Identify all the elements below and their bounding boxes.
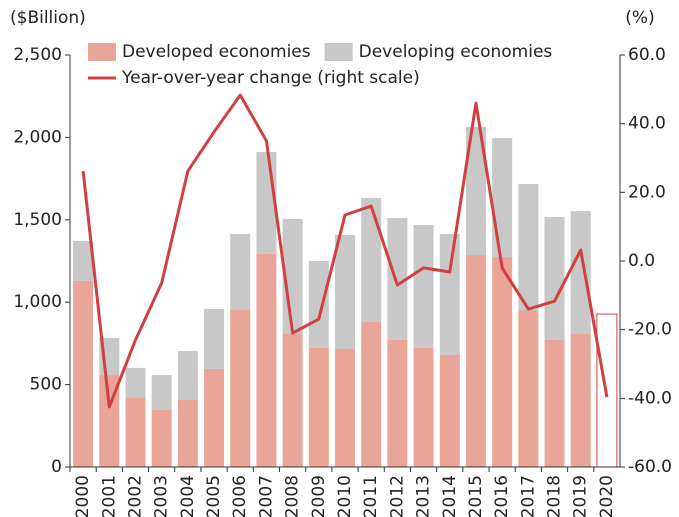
bar (308, 348, 329, 467)
bar (465, 255, 486, 467)
bar (230, 233, 251, 310)
y-tick-label: 1,000 (13, 292, 62, 312)
x-tick-label: 2010 (335, 475, 355, 517)
bar (492, 257, 513, 467)
bar (177, 350, 198, 400)
bar (570, 334, 591, 467)
y-tick-label: 0 (51, 457, 62, 477)
bar (125, 367, 146, 398)
x-tick-label: 2002 (125, 475, 145, 517)
line (81, 93, 609, 409)
y2-tick-label: 0.0 (628, 251, 655, 271)
bar (282, 334, 303, 467)
x-tick-label: 2001 (99, 475, 119, 517)
y2-axis-label: (%) (625, 8, 654, 28)
x-tick-label: 2005 (204, 475, 224, 517)
bar (204, 308, 225, 369)
bar (570, 211, 591, 335)
bar (177, 399, 198, 467)
y2-tick-label: 40.0 (628, 114, 666, 134)
x-tick-label: 2020 (597, 475, 617, 517)
bar (361, 198, 382, 322)
y-tick-label: 500 (30, 375, 62, 395)
y2-tick-label: -40.0 (628, 388, 672, 408)
bar (518, 184, 539, 311)
bar (230, 309, 251, 467)
bar (151, 409, 172, 467)
bar (518, 310, 539, 467)
x-tick-label: 2004 (178, 475, 198, 517)
bar (465, 127, 486, 256)
bar (439, 354, 460, 467)
bar (544, 216, 565, 340)
bar (439, 233, 460, 355)
y2-tick-label: 20.0 (628, 182, 666, 202)
y2-tick-label: 60.0 (628, 45, 666, 65)
bar (544, 339, 565, 467)
legend-label: Year-over-year change (right scale) (121, 68, 420, 88)
y-tick-label: 2,000 (13, 127, 62, 147)
bar (387, 217, 408, 340)
x-tick-label: 2007 (256, 475, 276, 517)
bar (413, 225, 434, 349)
x-tick-label: 2015 (466, 475, 486, 517)
bar (308, 261, 329, 349)
y-tick-label: 2,500 (13, 45, 62, 65)
bar (256, 253, 277, 467)
bar (492, 138, 513, 258)
x-tick-label: 2018 (545, 475, 565, 517)
x-tick-label: 2019 (571, 475, 591, 517)
bar (335, 349, 355, 467)
bar (151, 375, 172, 410)
x-tick-label: 2013 (414, 475, 434, 517)
bar (361, 321, 382, 467)
x-tick-label: 2006 (230, 475, 250, 517)
x-tick-label: 2009 (309, 475, 329, 517)
bar (73, 280, 94, 467)
bar (335, 234, 355, 350)
x-tick-label: 2014 (440, 475, 460, 517)
legend-swatch (88, 43, 116, 61)
bar (73, 241, 94, 281)
legend-label: Developed economies (122, 42, 311, 62)
bar (125, 397, 146, 467)
y-axis-label: ($Billion) (10, 8, 86, 28)
legend-label: Developing economies (359, 42, 553, 62)
bar (204, 368, 225, 467)
y2-tick-label: -20.0 (628, 320, 672, 340)
x-tick-label: 2016 (492, 475, 512, 517)
x-tick-label: 2011 (361, 475, 381, 517)
y2-tick-label: -60.0 (628, 457, 672, 477)
bar (387, 339, 408, 467)
x-tick-label: 2003 (152, 475, 172, 517)
legend-swatch (324, 43, 353, 61)
x-tick-label: 2008 (283, 475, 303, 517)
x-tick-label: 2000 (73, 475, 93, 517)
x-tick-label: 2017 (518, 475, 538, 517)
bar (413, 348, 434, 467)
x-tick-label: 2012 (387, 475, 407, 517)
y-tick-label: 1,500 (13, 210, 62, 230)
